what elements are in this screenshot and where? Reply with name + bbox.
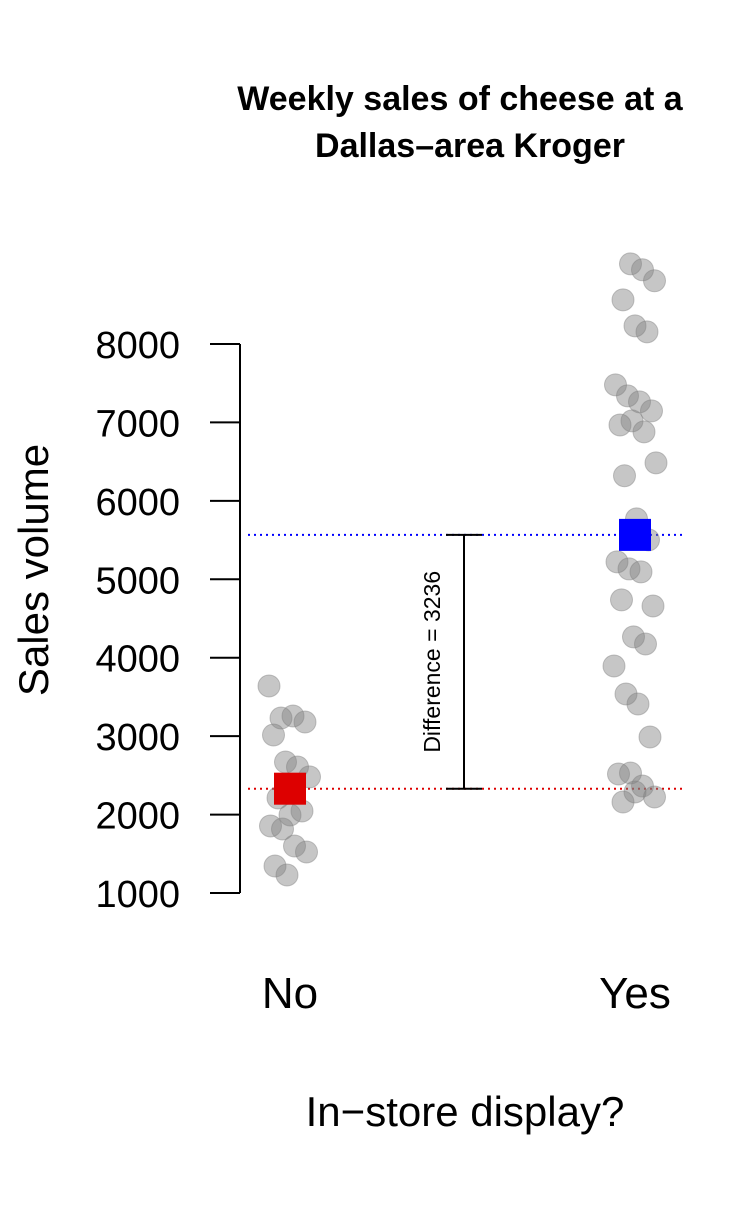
annotation: Difference = 3236 xyxy=(419,571,445,753)
data-point xyxy=(619,761,642,785)
data-point xyxy=(263,854,287,878)
data-point xyxy=(616,384,639,408)
data-point xyxy=(271,817,294,841)
data-point xyxy=(262,723,285,747)
data-point xyxy=(257,674,281,698)
data-point xyxy=(610,588,633,612)
y-tick-label: 6000 xyxy=(95,482,180,524)
y-tick-label: 5000 xyxy=(95,560,180,602)
data-point xyxy=(635,320,659,344)
data-point xyxy=(623,780,647,804)
data-point xyxy=(604,373,627,397)
data-point xyxy=(632,420,656,444)
data-point xyxy=(619,252,642,276)
data-point xyxy=(638,725,662,749)
data-point xyxy=(605,550,629,574)
data-point xyxy=(643,269,666,293)
y-tick-label: 1000 xyxy=(95,874,180,916)
data-point xyxy=(643,785,666,809)
data-point xyxy=(641,594,665,618)
chart-title: Dallas–area Kroger xyxy=(315,127,625,165)
data-point xyxy=(275,863,299,887)
data-point xyxy=(613,464,636,488)
mean-marker xyxy=(274,772,306,805)
data-point xyxy=(620,409,644,433)
data-point xyxy=(631,774,654,798)
data-point xyxy=(259,814,282,838)
data-point xyxy=(614,682,638,706)
x-tick-label: No xyxy=(262,969,318,1018)
y-tick-label: 8000 xyxy=(95,325,180,367)
data-point xyxy=(283,834,306,858)
mean-marker xyxy=(619,518,651,551)
y-axis-label: Sales volume xyxy=(10,444,57,696)
data-point xyxy=(602,654,626,678)
chart-title: Weekly sales of cheese at a xyxy=(237,80,684,118)
data-point xyxy=(611,790,635,814)
x-tick-label: Yes xyxy=(599,969,671,1018)
data-point xyxy=(626,692,650,716)
x-axis-label: In−store display? xyxy=(306,1088,625,1135)
data-point xyxy=(611,288,635,312)
data-point xyxy=(640,399,663,423)
y-tick-label: 3000 xyxy=(95,717,180,759)
data-point xyxy=(634,632,657,656)
data-point xyxy=(617,557,641,581)
data-point xyxy=(607,762,630,786)
y-tick-label: 7000 xyxy=(95,403,180,445)
y-tick-label: 4000 xyxy=(95,639,180,681)
data-point xyxy=(629,560,653,584)
data-point xyxy=(293,710,317,734)
data-point xyxy=(631,258,654,282)
data-point xyxy=(295,840,318,864)
data-point xyxy=(622,625,645,649)
data-point xyxy=(623,314,647,338)
data-point xyxy=(269,706,293,730)
data-point xyxy=(628,390,651,414)
y-tick-label: 2000 xyxy=(95,796,180,838)
data-point xyxy=(644,451,668,475)
data-point xyxy=(281,704,305,728)
data-point xyxy=(608,413,632,437)
